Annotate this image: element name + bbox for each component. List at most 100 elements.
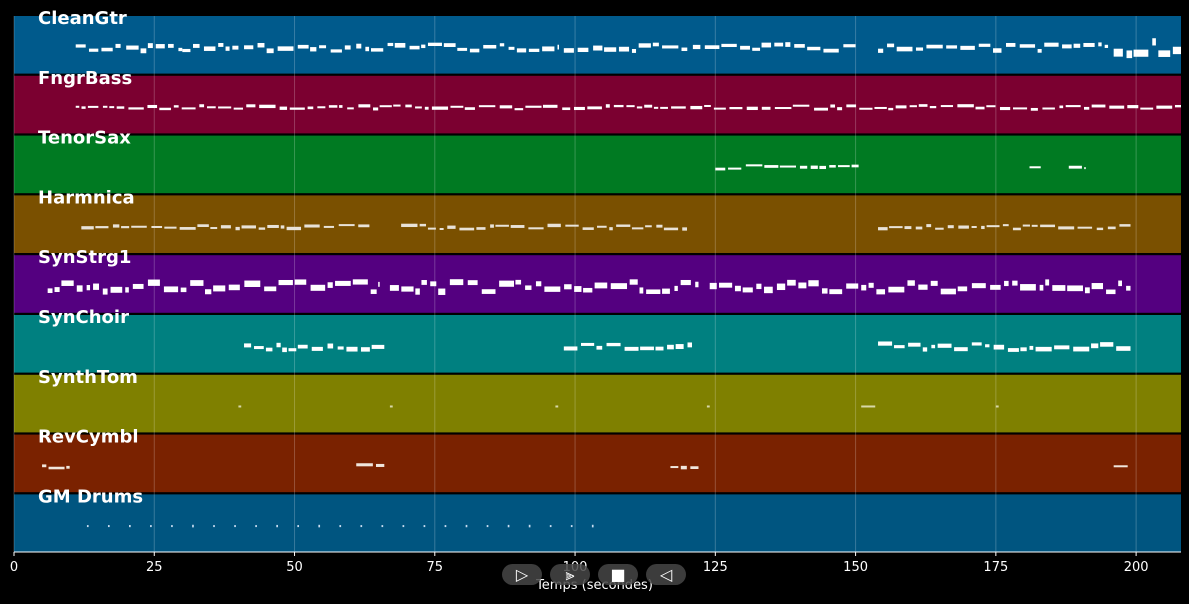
note-gm-drums (213, 525, 215, 528)
note-cleangtr (662, 45, 679, 49)
note-harmnica (164, 226, 177, 229)
play-button[interactable]: ▷ (502, 564, 542, 585)
note-gm-drums (86, 525, 89, 528)
note-synstrg1 (1045, 279, 1050, 286)
note-synstrg1 (54, 287, 60, 293)
note-gm-drums (192, 524, 194, 528)
note-cleangtr (978, 43, 991, 47)
note-cleangtr (774, 42, 784, 47)
note-fngrbass (1012, 107, 1028, 110)
note-harmnica (682, 227, 688, 231)
note-synstrg1 (876, 289, 886, 295)
note-gm-drums (528, 524, 531, 528)
note-fngrbass (587, 106, 602, 110)
note-synchoir (878, 341, 893, 346)
note-fngrbass (339, 105, 343, 108)
note-harmnica (476, 227, 486, 230)
note-cleangtr (126, 45, 139, 50)
note-fngrbass (573, 106, 585, 111)
note-gm-drums (570, 525, 573, 528)
note-cleangtr (443, 43, 456, 47)
rewind-button[interactable]: ◁ (646, 564, 686, 585)
note-fngrbass (358, 104, 371, 108)
note-revcymbl (680, 465, 687, 470)
note-synchoir (985, 344, 990, 348)
note-cleangtr (887, 43, 895, 48)
note-synstrg1 (564, 284, 572, 290)
note-cleangtr (257, 42, 265, 48)
note-tenorsax (728, 167, 742, 170)
note-synstrg1 (639, 287, 644, 294)
note-cleangtr (577, 47, 589, 53)
note-gm-drums (171, 525, 173, 528)
note-fngrbass (895, 105, 907, 109)
note-cleangtr (225, 46, 230, 51)
note-harmnica (267, 224, 279, 228)
note-fngrbass (289, 107, 305, 110)
note-harmnica (528, 227, 544, 230)
note-harmnica (131, 225, 147, 228)
note-tenorsax (745, 164, 763, 167)
note-harmnica (459, 227, 475, 231)
fast-forward-button[interactable]: ⫸ (550, 564, 590, 585)
note-fngrbass (379, 105, 392, 108)
note-cleangtr (203, 46, 216, 51)
track-label-fngrbass: FngrBass (38, 68, 132, 89)
note-fngrbass (1030, 107, 1038, 111)
note-tenorsax (810, 165, 818, 169)
note-synstrg1 (583, 287, 593, 293)
note-gm-drums (297, 525, 300, 528)
note-harmnica (926, 224, 932, 228)
stop-button[interactable]: ■ (598, 564, 638, 585)
note-synchoir (931, 344, 936, 349)
note-cleangtr (277, 46, 294, 51)
note-synstrg1 (438, 288, 446, 295)
note-synstrg1 (47, 288, 53, 293)
note-harmnica (81, 226, 94, 230)
note-cleangtr (1062, 44, 1072, 49)
note-cleangtr (365, 46, 370, 52)
note-harmnica (358, 224, 370, 228)
note-fngrbass (1065, 105, 1081, 108)
note-synstrg1 (1106, 289, 1116, 295)
note-fngrbass (307, 106, 314, 110)
note-gm-drums (276, 524, 278, 528)
note-synstrg1 (278, 279, 293, 286)
note-synstrg1 (1012, 280, 1018, 286)
note-fngrbass (999, 106, 1011, 111)
note-synchoir (337, 346, 344, 350)
note-synstrg1 (1039, 284, 1044, 291)
note-synchoir (687, 342, 692, 348)
note-gm-drums (107, 525, 110, 528)
note-fngrbass (87, 105, 99, 108)
note-synstrg1 (180, 287, 187, 293)
note-fngrbass (415, 106, 422, 109)
note-fngrbass (1083, 106, 1090, 110)
note-cleangtr (516, 48, 527, 53)
note-cleangtr (1073, 43, 1081, 48)
note-tenorsax (799, 165, 808, 169)
note-cleangtr (563, 48, 574, 53)
note-gm-drums (339, 525, 342, 528)
note-harmnica (947, 225, 954, 229)
note-synstrg1 (213, 285, 226, 292)
note-tenorsax (829, 165, 836, 168)
note-synstrg1 (499, 280, 515, 287)
note-synchoir (276, 342, 281, 348)
note-harmnica (495, 224, 509, 227)
note-synstrg1 (415, 288, 420, 295)
note-fngrbass (1109, 105, 1125, 109)
note-fngrbass (562, 107, 571, 111)
note-gm-drums (150, 525, 152, 528)
ticks-layer: 0255075100125150175200 (10, 551, 1181, 575)
note-tenorsax (779, 165, 797, 168)
note-synstrg1 (764, 286, 773, 294)
note-synstrg1 (821, 288, 828, 294)
note-synstrg1 (674, 285, 678, 292)
note-cleangtr (638, 43, 651, 48)
note-gm-drums (423, 525, 426, 528)
note-synstrg1 (294, 279, 307, 285)
note-cleangtr (542, 46, 555, 52)
note-fngrbass (81, 106, 86, 109)
